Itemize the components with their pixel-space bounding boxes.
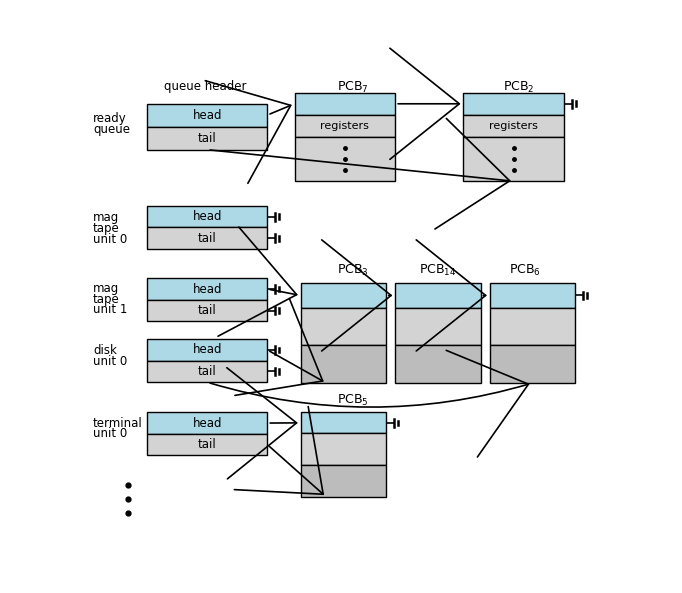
Text: registers: registers bbox=[321, 121, 370, 131]
Bar bbox=[301, 283, 386, 308]
Text: queue header: queue header bbox=[164, 81, 247, 94]
Text: head: head bbox=[192, 210, 222, 223]
Bar bbox=[301, 346, 386, 383]
Text: unit 0: unit 0 bbox=[93, 428, 128, 441]
Text: tail: tail bbox=[198, 304, 217, 317]
Text: head: head bbox=[192, 416, 222, 429]
Bar bbox=[464, 115, 564, 137]
Bar bbox=[295, 93, 396, 115]
Text: PCB$_5$: PCB$_5$ bbox=[337, 393, 368, 407]
Text: tape: tape bbox=[93, 222, 120, 235]
Bar bbox=[147, 104, 267, 126]
Bar bbox=[490, 346, 575, 383]
Text: tail: tail bbox=[198, 232, 217, 245]
Text: unit 1: unit 1 bbox=[93, 304, 128, 316]
Bar bbox=[301, 465, 386, 497]
Bar bbox=[490, 283, 575, 308]
Text: PCB$_{14}$: PCB$_{14}$ bbox=[419, 263, 457, 278]
Bar bbox=[147, 206, 267, 228]
Bar bbox=[464, 137, 564, 181]
Text: tail: tail bbox=[198, 438, 217, 451]
Text: head: head bbox=[192, 109, 222, 122]
Bar bbox=[147, 361, 267, 382]
Bar bbox=[147, 300, 267, 321]
Bar bbox=[147, 126, 267, 149]
Text: unit 0: unit 0 bbox=[93, 232, 128, 246]
Bar bbox=[295, 137, 396, 181]
Bar bbox=[147, 412, 267, 434]
Text: tail: tail bbox=[198, 365, 217, 378]
Text: head: head bbox=[192, 283, 222, 295]
Bar bbox=[490, 308, 575, 346]
Text: queue: queue bbox=[93, 123, 130, 136]
Text: mag: mag bbox=[93, 282, 119, 295]
Bar bbox=[396, 283, 481, 308]
Text: terminal: terminal bbox=[93, 416, 143, 429]
Text: tail: tail bbox=[198, 132, 217, 145]
Text: PCB$_6$: PCB$_6$ bbox=[509, 263, 542, 278]
Bar bbox=[295, 115, 396, 137]
Bar bbox=[301, 412, 386, 433]
Text: head: head bbox=[192, 343, 222, 356]
Text: unit 0: unit 0 bbox=[93, 355, 128, 368]
Bar bbox=[396, 308, 481, 346]
Bar bbox=[396, 346, 481, 383]
Text: PCB$_2$: PCB$_2$ bbox=[503, 81, 535, 95]
Text: disk: disk bbox=[93, 344, 117, 357]
Bar bbox=[147, 278, 267, 300]
Bar bbox=[147, 339, 267, 361]
Bar bbox=[147, 228, 267, 249]
Text: PCB$_3$: PCB$_3$ bbox=[337, 263, 368, 278]
Text: registers: registers bbox=[490, 121, 538, 131]
Bar bbox=[301, 308, 386, 346]
Text: mag: mag bbox=[93, 211, 119, 224]
Text: ready: ready bbox=[93, 113, 127, 125]
Bar bbox=[464, 93, 564, 115]
Text: PCB$_7$: PCB$_7$ bbox=[337, 81, 368, 95]
Bar bbox=[301, 433, 386, 465]
Text: tape: tape bbox=[93, 292, 120, 305]
Bar bbox=[147, 434, 267, 455]
